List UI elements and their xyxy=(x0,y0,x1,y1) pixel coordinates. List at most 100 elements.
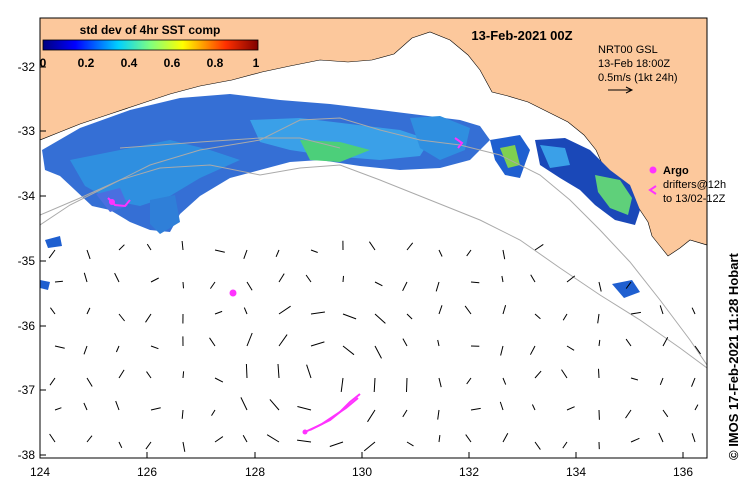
current-vector xyxy=(150,277,159,283)
current-vector xyxy=(402,409,408,418)
current-vector xyxy=(83,272,88,283)
current-vector xyxy=(630,311,641,315)
current-vector xyxy=(278,273,285,283)
argo-floats xyxy=(109,199,308,435)
current-vector xyxy=(182,441,186,452)
current-vector xyxy=(83,345,88,355)
current-vector xyxy=(534,441,541,450)
current-vector xyxy=(214,436,224,443)
current-vector xyxy=(625,281,632,289)
current-vector xyxy=(266,434,280,443)
current-vector xyxy=(374,281,383,287)
current-vector xyxy=(534,370,542,379)
current-vector xyxy=(438,377,442,388)
current-vector xyxy=(145,313,152,323)
current-vector xyxy=(209,337,216,347)
x-tick-label: 130 xyxy=(352,465,372,479)
current-vector xyxy=(118,244,125,251)
current-vector xyxy=(502,305,507,315)
current-vector xyxy=(118,441,123,449)
colorbar-tick: 0.4 xyxy=(121,56,138,70)
plot-border xyxy=(39,17,708,459)
current-vector xyxy=(86,249,91,260)
colorbar: std dev of 4hr SST comp 0 0.2 0.4 0.6 0.… xyxy=(40,23,260,70)
current-vector xyxy=(214,249,225,253)
current-vector xyxy=(470,281,480,284)
current-vector xyxy=(146,371,152,379)
current-vector xyxy=(437,409,440,420)
current-legend-scale: 0.5m/s (1kt 24h) xyxy=(598,72,677,84)
current-vector xyxy=(531,404,536,411)
current-legend-model: NRT00 GSL xyxy=(598,44,658,56)
y-tick-label: -35 xyxy=(18,254,36,268)
current-vector xyxy=(115,400,120,411)
current-vector xyxy=(310,341,325,347)
current-vector xyxy=(659,305,664,315)
current-vector xyxy=(566,275,576,283)
colorbar-tick: 0.2 xyxy=(78,56,95,70)
current-vector xyxy=(150,407,161,411)
current-vector xyxy=(310,311,325,315)
current-vector xyxy=(374,313,386,324)
current-vector xyxy=(630,377,639,381)
current-vector xyxy=(502,249,506,260)
current-vector xyxy=(246,332,253,347)
colorbar-tick: 1 xyxy=(253,56,260,70)
current-vector xyxy=(534,313,541,320)
current-vector xyxy=(470,407,481,411)
x-tick-label: 134 xyxy=(566,465,586,479)
y-tick-label: -33 xyxy=(18,124,36,138)
current-vector xyxy=(310,249,318,253)
current-vector xyxy=(363,441,376,452)
current-vector xyxy=(49,433,56,443)
current-vector xyxy=(566,406,575,411)
current-vector xyxy=(625,338,632,347)
colorbar-tick: 0.6 xyxy=(164,56,181,70)
y-tick-label: -32 xyxy=(18,60,36,74)
x-axis: 124 126 128 130 132 134 136 xyxy=(30,452,693,479)
current-vector xyxy=(368,241,376,251)
current-vector xyxy=(466,377,472,385)
current-vector xyxy=(662,409,669,418)
current-vector xyxy=(297,439,312,443)
current-vector xyxy=(374,345,382,359)
current-vector xyxy=(340,377,344,392)
current-vector xyxy=(562,441,568,449)
current-vector xyxy=(275,249,280,257)
current-vector xyxy=(438,249,443,257)
current-vector xyxy=(182,371,185,379)
x-tick-label: 136 xyxy=(673,465,693,479)
current-vector xyxy=(502,377,507,385)
current-vector xyxy=(211,409,216,416)
current-vector xyxy=(406,242,414,251)
x-tick-label: 132 xyxy=(459,465,479,479)
current-vector xyxy=(182,281,184,289)
arrow-icon xyxy=(625,86,634,94)
current-vector xyxy=(114,272,120,283)
current-vector xyxy=(246,281,253,291)
credit-text: © IMOS 17-Feb-2021 11:28 Hobart xyxy=(726,253,741,460)
map-title: 13-Feb-2021 00Z xyxy=(471,28,572,43)
current-vector xyxy=(694,345,702,355)
current-vector xyxy=(691,307,696,315)
y-tick-label: -34 xyxy=(18,189,36,203)
current-vector xyxy=(406,377,408,393)
colorbar-tick: 0 xyxy=(40,56,47,70)
drifter-arrow-icon xyxy=(648,185,657,195)
current-vector xyxy=(530,274,536,283)
current-vector xyxy=(598,339,601,347)
current-vector xyxy=(243,307,248,315)
drifters-label: drifters@12h xyxy=(663,179,726,191)
current-vector xyxy=(86,435,93,443)
current-vector xyxy=(49,377,56,386)
current-vector xyxy=(658,432,664,443)
current-vector xyxy=(501,275,504,283)
current-vector xyxy=(181,240,184,251)
current-vector xyxy=(465,434,472,443)
current-vector xyxy=(342,275,344,283)
current-vector xyxy=(662,337,669,347)
current-vector xyxy=(278,334,288,347)
current-vector xyxy=(242,434,248,443)
current-vector xyxy=(297,406,312,411)
current-vector xyxy=(305,274,312,283)
